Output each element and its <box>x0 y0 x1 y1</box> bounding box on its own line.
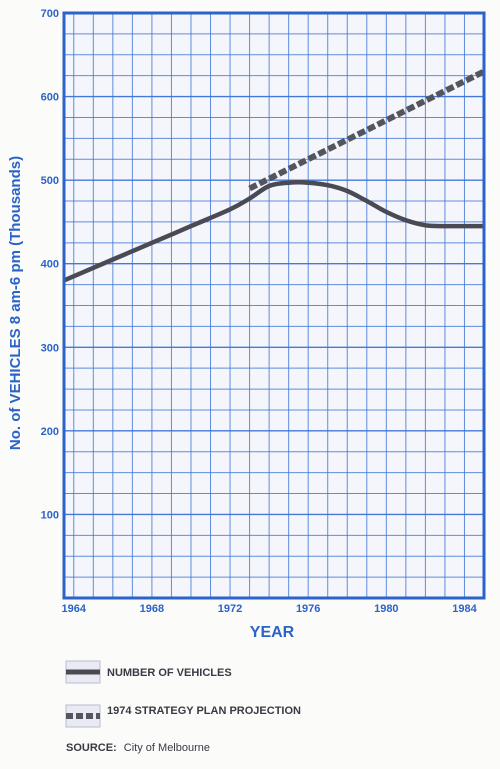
y-tick-label: 700 <box>41 8 59 20</box>
y-axis-ticks: 100 200 300 400 500 600 700 <box>41 8 59 521</box>
legend-label-number-of-vehicles: NUMBER OF VEHICLES <box>107 667 232 679</box>
source-note: SOURCE: City of Melbourne <box>66 742 210 754</box>
x-tick-label: 1976 <box>296 603 320 615</box>
x-tick-label: 1980 <box>374 603 398 615</box>
x-axis-ticks: 1964 1968 1972 1976 1980 1984 <box>62 603 478 615</box>
x-tick-label: 1984 <box>452 603 477 615</box>
y-tick-label: 300 <box>41 342 59 354</box>
legend: NUMBER OF VEHICLES 1974 STRATEGY PLAN PR… <box>65 660 301 728</box>
x-axis-title: YEAR <box>250 624 295 641</box>
source-key: SOURCE: <box>66 742 117 754</box>
y-tick-label: 200 <box>41 426 59 438</box>
series-line-strategy-projection <box>248 68 486 192</box>
legend-item-strategy-projection: 1974 STRATEGY PLAN PROJECTION <box>65 704 301 728</box>
series-layer <box>63 68 486 283</box>
series-line-number-of-vehicles <box>63 180 484 283</box>
legend-item-number-of-vehicles: NUMBER OF VEHICLES <box>65 660 232 684</box>
x-tick-label: 1964 <box>62 603 87 615</box>
grid <box>64 12 485 599</box>
plot-frame <box>62 11 486 600</box>
x-tick-label: 1972 <box>218 603 242 615</box>
y-tick-label: 600 <box>41 92 59 104</box>
y-tick-label: 400 <box>41 259 59 271</box>
y-axis-title: No. of VEHICLES 8 am-6 pm (Thousands) <box>7 156 24 450</box>
x-tick-label: 1968 <box>140 603 164 615</box>
y-tick-label: 500 <box>41 175 59 187</box>
source-value: City of Melbourne <box>124 742 210 754</box>
legend-label-strategy-projection: 1974 STRATEGY PLAN PROJECTION <box>107 705 301 717</box>
y-tick-label: 100 <box>41 509 59 521</box>
